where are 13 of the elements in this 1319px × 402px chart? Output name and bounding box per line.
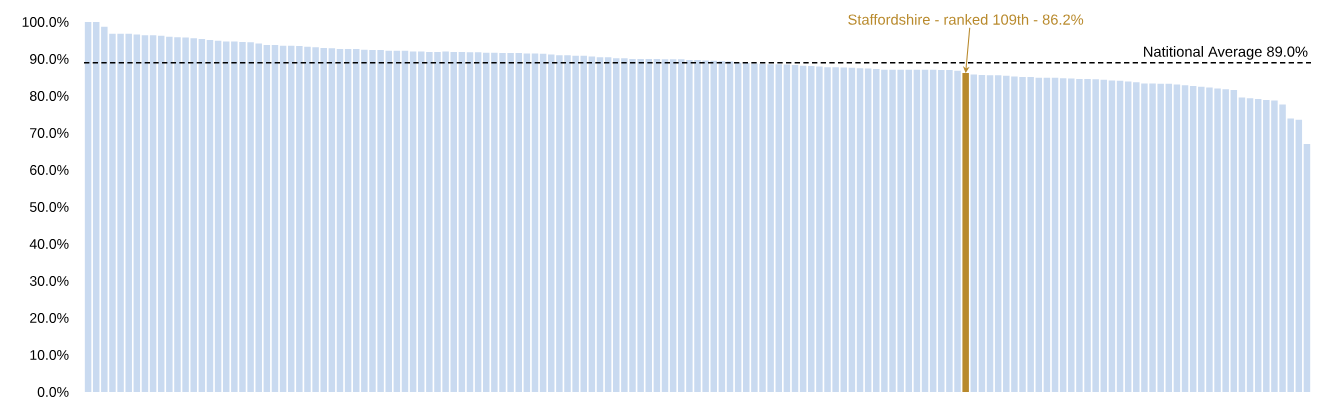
y-tick-label: 100.0% bbox=[22, 17, 69, 27]
y-tick-label: 20.0% bbox=[30, 313, 69, 323]
ref-line-label: Natitional Average 89.0% bbox=[1144, 46, 1308, 60]
y-tick-label: 40.0% bbox=[29, 239, 69, 249]
y-tick-label: 30.0% bbox=[29, 276, 69, 286]
annotation: Staffordshire - ranked 109th - 86.2% bbox=[848, 14, 1084, 25]
y-tick-label: 70.0% bbox=[30, 128, 69, 138]
y-tick-label: 60.0% bbox=[30, 165, 69, 175]
y-tick-label: 10.0% bbox=[30, 350, 69, 360]
y-tick-label: 0.0% bbox=[37, 387, 69, 397]
y-tick-label: 90.0% bbox=[30, 54, 69, 64]
y-tick-label: 80.0% bbox=[30, 91, 69, 101]
y-tick-label: 50.0% bbox=[29, 202, 69, 212]
